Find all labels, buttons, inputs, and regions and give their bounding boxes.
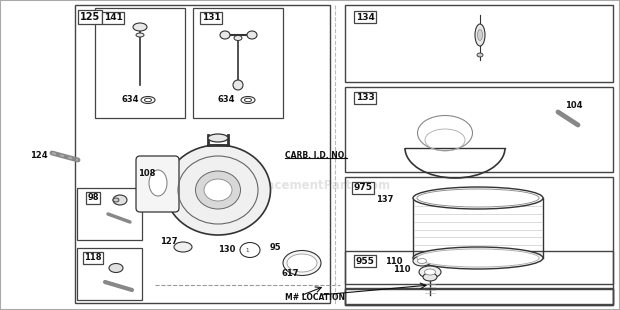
Ellipse shape [220,31,230,39]
Bar [345,177,613,284]
Ellipse shape [136,33,144,37]
Ellipse shape [425,269,435,275]
Ellipse shape [109,264,123,272]
Bar [345,87,613,172]
Ellipse shape [477,29,482,41]
Ellipse shape [247,31,257,39]
Ellipse shape [113,195,127,205]
Ellipse shape [166,145,270,235]
Bar [75,5,330,303]
Text: 1: 1 [246,247,249,253]
Bar [345,5,613,82]
Bar [345,251,613,304]
Text: 634: 634 [218,95,236,104]
Text: 95: 95 [270,243,281,253]
Ellipse shape [419,266,441,278]
Ellipse shape [477,53,483,57]
Text: 104: 104 [565,100,583,109]
Text: 141: 141 [104,14,122,23]
Ellipse shape [287,254,317,272]
Text: 124: 124 [30,150,48,160]
Text: 130: 130 [218,246,236,255]
Bar [345,288,613,305]
Ellipse shape [413,256,431,266]
Text: 98: 98 [87,193,99,202]
Text: CARB. I.D. NO.: CARB. I.D. NO. [285,150,347,160]
Text: 134: 134 [355,12,374,21]
Text: 133: 133 [356,94,374,103]
Ellipse shape [233,80,243,90]
Ellipse shape [113,198,119,202]
Ellipse shape [417,259,427,263]
Bar [95,8,185,118]
Ellipse shape [417,249,539,267]
Text: 617: 617 [282,268,299,277]
Text: 127: 127 [160,237,177,246]
Text: eReplacementParts.com: eReplacementParts.com [229,179,391,192]
Ellipse shape [149,170,167,196]
Ellipse shape [174,242,192,252]
Ellipse shape [133,23,147,31]
Text: 125: 125 [80,12,100,22]
Text: 955: 955 [355,256,374,265]
Text: 110: 110 [393,265,410,274]
Text: 118: 118 [84,254,102,263]
Ellipse shape [475,24,485,46]
Text: 110: 110 [385,256,402,265]
Text: 634: 634 [122,95,140,104]
Text: 108: 108 [138,169,156,178]
Bar [77,248,142,300]
Ellipse shape [417,189,539,207]
Text: 131: 131 [202,14,220,23]
Text: 137: 137 [376,196,393,205]
Bar [345,289,613,305]
Ellipse shape [234,36,242,41]
Ellipse shape [195,171,241,209]
Ellipse shape [413,187,543,209]
Ellipse shape [208,134,228,142]
Ellipse shape [413,247,543,269]
Ellipse shape [204,179,232,201]
FancyBboxPatch shape [136,156,179,212]
Bar [77,188,142,240]
Text: 975: 975 [353,184,373,193]
Text: M# LOCATION: M# LOCATION [285,294,345,303]
Ellipse shape [423,273,437,281]
Bar [193,8,283,118]
Ellipse shape [283,250,321,276]
